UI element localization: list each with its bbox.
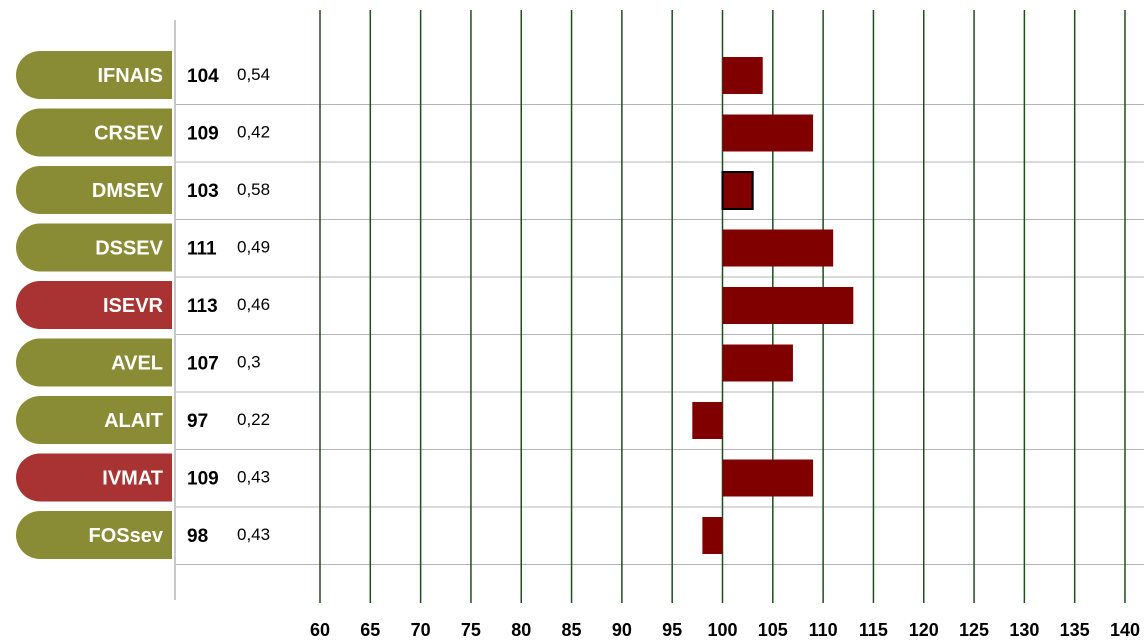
row-value: 98 — [187, 526, 208, 547]
row-reliability: 0,42 — [237, 123, 270, 142]
row-label: ISEVR — [103, 295, 164, 317]
bar-dssev — [722, 229, 834, 267]
row-label: DMSEV — [92, 180, 164, 202]
x-tick-label: 135 — [1060, 620, 1090, 640]
bars — [692, 57, 854, 554]
row-value: 109 — [187, 469, 219, 490]
row-value: 103 — [187, 181, 219, 202]
row-label-pill — [16, 396, 172, 444]
bar-dmsev — [721, 171, 754, 210]
row-reliability: 0,43 — [237, 525, 270, 544]
bar-isevr — [722, 287, 854, 324]
row-label: IFNAIS — [97, 65, 163, 87]
x-tick-label: 105 — [758, 620, 788, 640]
row-label: CRSEV — [94, 123, 164, 145]
x-tick-label: 110 — [809, 620, 838, 640]
row-label: DSSEV — [95, 238, 163, 260]
x-tick-label: 115 — [859, 620, 888, 640]
row-label-pill — [16, 108, 172, 157]
row-label-pill — [16, 511, 172, 559]
row-label: IVMAT — [102, 468, 163, 490]
x-tick-label: 120 — [909, 620, 939, 640]
row-reliability: 0,49 — [237, 238, 270, 257]
row-label-pill — [16, 166, 172, 214]
x-tick-label: 90 — [612, 620, 632, 640]
bar-ifnais — [722, 57, 763, 94]
x-tick-label: 130 — [1009, 620, 1039, 640]
row-labels: IFNAIS 104 0,54 CRSEV 109 0,42 DMSEV 103 0,58 DSS… — [16, 51, 270, 559]
bar-alait — [692, 402, 723, 439]
row-value: 107 — [187, 354, 219, 375]
x-tick-label: 125 — [959, 620, 989, 640]
x-tick-label: 85 — [562, 620, 582, 640]
row-label: AVEL — [111, 353, 163, 375]
x-tick-label: 65 — [360, 620, 380, 640]
x-tick-label: 75 — [461, 620, 481, 640]
x-tick-label: 80 — [511, 620, 531, 640]
row-value: 104 — [187, 66, 219, 87]
row-value: 111 — [187, 239, 217, 260]
row-label-pill — [16, 453, 172, 502]
bar-crsev — [722, 114, 814, 152]
x-tick-label: 70 — [411, 620, 431, 640]
row-reliability: 0,43 — [237, 468, 270, 487]
row-reliability: 0,22 — [237, 410, 270, 429]
bar-fossev — [702, 517, 723, 554]
row-label-pill — [16, 338, 172, 387]
row-reliability: 0,3 — [237, 353, 261, 372]
row-label-pill — [16, 51, 172, 99]
row-value: 97 — [187, 411, 208, 432]
x-axis-ticks: 60 65 70 75 80 85 90 95 100 105 110 115 120 125 130 135… — [310, 620, 1140, 640]
x-tick-label: 140 — [1110, 620, 1140, 640]
row-value: 109 — [187, 124, 219, 145]
bar-avel — [722, 344, 793, 382]
bar-ivmat — [722, 459, 814, 497]
x-tick-label: 100 — [707, 620, 737, 640]
row-label: FOSsev — [89, 525, 164, 547]
horizontal-gridlines — [175, 104, 1144, 565]
row-label-pill — [16, 281, 172, 329]
row-label-pill — [16, 223, 172, 272]
x-tick-label: 60 — [310, 620, 330, 640]
row-value: 113 — [187, 296, 218, 317]
row-reliability: 0,58 — [237, 180, 270, 199]
row-reliability: 0,46 — [237, 295, 270, 314]
row-reliability: 0,54 — [237, 65, 270, 84]
row-label: ALAIT — [104, 410, 163, 432]
x-tick-label: 95 — [662, 620, 682, 640]
